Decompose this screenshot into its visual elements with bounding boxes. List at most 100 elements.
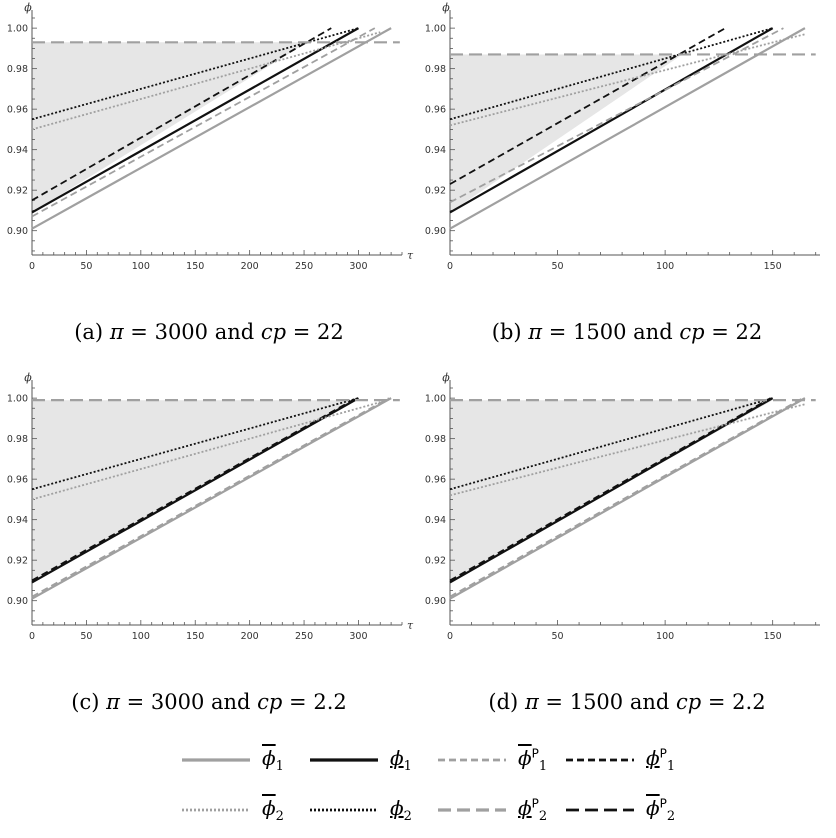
x-tick-label-c: 300 xyxy=(349,631,367,642)
caption-d-pi-symbol: π xyxy=(524,690,539,714)
y-tick-label-b: 1.00 xyxy=(425,24,446,35)
chart-panel-c: 0 50 100 150 200 250 300 0.90 0.92 0.94 0.96 0.98 1.… xyxy=(0,370,418,742)
x-tick-label-a: 150 xyxy=(186,261,204,272)
x-tick-label-a: 200 xyxy=(241,261,259,272)
shaded-region-c xyxy=(32,400,358,583)
caption-a-eq2: = xyxy=(286,320,318,344)
legend-swatch-phibar1 xyxy=(182,758,250,762)
legend-label-phibar2: ϕ2 xyxy=(262,796,284,824)
x-tick-label-b: 0 xyxy=(447,261,453,272)
series-line-phiunder1-c xyxy=(31,397,360,584)
legend-sup-phibar1P: P xyxy=(531,746,539,761)
y-tick-label-d: 0.92 xyxy=(425,556,446,567)
caption-c-eq1: = xyxy=(119,690,151,714)
legend-sub-phiunder1P: 1 xyxy=(666,759,676,774)
series-line-phibar1-d xyxy=(449,397,806,600)
chart-svg-a: 0 50 100 150 200 250 300 0.90 0.92 0.94 0.96 0.98 1.… xyxy=(7,1,414,272)
y-tick-label-d: 0.98 xyxy=(425,434,446,445)
y-tick-label-a: 0.96 xyxy=(7,105,28,116)
caption-b-and: and xyxy=(626,320,680,344)
y-tick-label-c: 0.94 xyxy=(7,515,28,526)
y-axis-label-d: ϕ xyxy=(442,371,450,384)
legend-swatch-phiunder1P xyxy=(566,758,634,762)
chart-svg-b: 0 50 100 150 0.90 0.92 0.94 0.96 0.98 1.00 ϕ xyxy=(425,1,820,272)
y-tick-label-c: 1.00 xyxy=(7,394,28,405)
caption-d-pi-value: 1500 xyxy=(569,690,624,714)
caption-a-pi-value: 3000 xyxy=(154,320,209,344)
legend-symbol-phibar1: ϕ xyxy=(262,746,276,770)
x-axis-label-c: τ xyxy=(407,619,414,632)
legend-sup-phiunder2P: P xyxy=(531,796,539,811)
x-tick-label-d: 150 xyxy=(764,631,782,642)
x-tick-label-a: 50 xyxy=(80,261,92,272)
legend-swatch-phibar2P xyxy=(566,808,634,812)
caption-b-cp-symbol: cp xyxy=(679,320,705,344)
x-tick-label-b: 100 xyxy=(656,261,674,272)
legend-swatch-phiunder2 xyxy=(310,808,378,812)
chart-svg-d: 0 50 100 150 0.90 0.92 0.94 0.96 0.98 1.00 ϕ xyxy=(425,371,820,642)
x-tick-label-c: 50 xyxy=(80,631,92,642)
series-line-phibar2-b xyxy=(449,33,806,127)
y-tick-label-b: 0.98 xyxy=(425,64,446,75)
series-line-phiunder2-a xyxy=(31,27,359,121)
caption-d-and: and xyxy=(623,690,676,714)
caption-c-cp-symbol: cp xyxy=(257,690,283,714)
x-tick-label-d: 100 xyxy=(656,631,674,642)
caption-d-eq1: = xyxy=(538,690,570,714)
caption-b-eq2: = xyxy=(704,320,736,344)
caption-d-eq2: = xyxy=(701,690,733,714)
y-tick-label-d: 0.94 xyxy=(425,515,446,526)
caption-d-prefix: (d) xyxy=(488,690,525,714)
caption-b: (b) π = 1500 and cp = 22 xyxy=(418,320,836,344)
legend-symbol-phibar1P: ϕ xyxy=(518,746,532,770)
chart-panel-b: 0 50 100 150 0.90 0.92 0.94 0.96 0.98 1.00 ϕ (b) π… xyxy=(418,0,836,372)
y-tick-label-c: 0.92 xyxy=(7,556,28,567)
legend-label-phiunder2P: ϕP2 xyxy=(518,796,547,824)
caption-b-cp-value: 22 xyxy=(735,320,763,344)
x-tick-label-d: 50 xyxy=(552,631,564,642)
legend-label-phiunder2: ϕ2 xyxy=(390,796,412,824)
legend-label-phibar1P: ϕP1 xyxy=(518,746,547,774)
series-line-phiunder2-c xyxy=(31,397,359,491)
x-tick-label-a: 300 xyxy=(349,261,367,272)
x-tick-label-a: 250 xyxy=(295,261,313,272)
x-tick-label-b: 150 xyxy=(764,261,782,272)
legend-swatch-phibar1P xyxy=(438,758,506,762)
legend-sub-phibar1: 1 xyxy=(275,759,284,774)
legend-label-phiunder1: ϕ1 xyxy=(390,746,412,774)
legend-symbol-phiunder2P: ϕ xyxy=(518,796,532,820)
legend-swatch-phibar2 xyxy=(182,808,250,812)
legend-label-phibar1: ϕ1 xyxy=(262,746,284,774)
caption-b-pi-value: 1500 xyxy=(573,320,627,344)
y-tick-label-a: 0.98 xyxy=(7,64,28,75)
shaded-region-b xyxy=(450,54,683,213)
series-line-phiunder1P-d xyxy=(449,397,771,582)
legend-sub-phibar2: 2 xyxy=(275,809,284,824)
caption-a-prefix: (a) xyxy=(74,320,110,344)
legend-label-phiunder1P: ϕP1 xyxy=(646,746,675,774)
caption-b-prefix: (b) xyxy=(491,320,529,344)
series-line-phibar1P-d xyxy=(449,397,804,598)
series-line-phiunder1-d xyxy=(449,397,774,584)
x-tick-label-b: 50 xyxy=(552,261,564,272)
series-line-phibar2-a xyxy=(31,31,381,131)
shaded-region-a xyxy=(32,42,308,213)
legend: ϕ1 ϕ1 ϕP1 ϕP1 ϕ2 ϕ2 ϕP2 ϕP2 xyxy=(0,742,836,838)
y-tick-label-c: 0.90 xyxy=(7,596,28,607)
caption-a-and: and xyxy=(208,320,261,344)
caption-a-cp-value: 22 xyxy=(317,320,344,344)
y-tick-label-b: 0.96 xyxy=(425,105,446,116)
x-tick-label-c: 100 xyxy=(132,631,150,642)
y-tick-label-d: 1.00 xyxy=(425,394,446,405)
caption-a-eq1: = xyxy=(123,320,155,344)
caption-c: (c) π = 3000 and cp = 2.2 xyxy=(0,690,418,714)
caption-b-eq1: = xyxy=(542,320,574,344)
y-tick-label-b: 0.94 xyxy=(425,145,446,156)
y-tick-label-c: 0.96 xyxy=(7,475,28,486)
series-line-phibar1-b xyxy=(449,27,806,230)
caption-d-cp-symbol: cp xyxy=(676,690,702,714)
series-line-phiunder1-b xyxy=(449,27,774,214)
y-axis-label-c: ϕ xyxy=(24,371,32,384)
x-tick-label-c: 200 xyxy=(241,631,259,642)
series-line-phibar1P-c xyxy=(31,397,390,598)
